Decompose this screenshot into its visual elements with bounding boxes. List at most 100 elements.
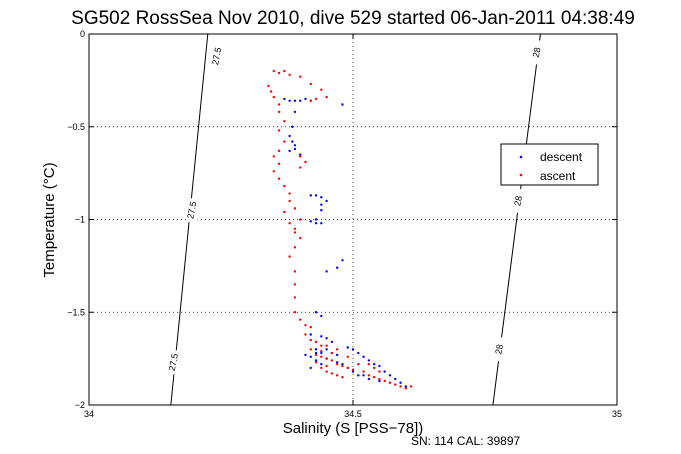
ascent-point (277, 162, 281, 166)
ascent-point (288, 222, 291, 225)
descent-point (351, 370, 355, 373)
chart-title: SG502 RossSea Nov 2010, dive 529 started… (71, 8, 635, 29)
ascent-point (367, 374, 371, 377)
descent-point (314, 348, 318, 351)
descent-point (399, 381, 402, 384)
ascent-point (288, 192, 291, 195)
descent-point (335, 353, 339, 357)
ascent-point (288, 73, 291, 77)
ascent-point (314, 340, 318, 344)
ascent-point (277, 149, 281, 153)
ascent-point (293, 283, 297, 286)
ascent-point (283, 69, 286, 73)
ascent-point (325, 344, 328, 347)
contour-label: 27.5 (210, 47, 223, 66)
ascent-point (325, 95, 328, 99)
descent-point (304, 353, 307, 357)
ascent-point (299, 236, 302, 240)
descent-point (320, 351, 323, 355)
ascent-point (272, 155, 275, 158)
descent-point (299, 99, 302, 102)
ascent-point (394, 383, 397, 386)
ascent-point (277, 110, 281, 114)
ascent-point (346, 355, 349, 358)
legend-marker-descent (519, 155, 523, 159)
x-tick-label: 34.5 (344, 409, 362, 419)
descent-point (388, 374, 392, 377)
descent-point (309, 220, 312, 223)
descent-point (325, 337, 328, 340)
descent-point (304, 97, 307, 101)
ascent-point (346, 366, 349, 370)
ascent-point (299, 155, 302, 158)
descent-point (367, 359, 371, 362)
ascent-point (283, 119, 286, 123)
ascent-point (299, 75, 302, 78)
descent-point (291, 125, 294, 128)
descent-point (341, 103, 344, 106)
y-tick-label: −1.5 (67, 307, 85, 317)
descent-point (320, 203, 323, 206)
ascent-point (372, 375, 376, 379)
ascent-point (314, 97, 318, 101)
ascent-point (269, 90, 273, 93)
x-axis-label: Salinity (S [PSS−78]) (283, 420, 423, 437)
descent-point (309, 366, 312, 370)
ascent-point (341, 375, 344, 379)
legend-box (500, 143, 599, 186)
descent-point (372, 362, 376, 366)
ascent-point (293, 227, 297, 230)
ascent-point (309, 348, 312, 351)
y-tick-label: −0.5 (67, 122, 85, 132)
ascent-point (372, 366, 376, 370)
contour-label-gap (494, 337, 505, 362)
ascent-point (267, 84, 270, 88)
ascent-point (335, 374, 339, 377)
ascent-point (299, 318, 302, 321)
descent-point (314, 311, 318, 314)
contour-label-gap (532, 40, 543, 65)
ascent-point (314, 353, 318, 357)
ascent-point (357, 362, 360, 366)
descent-point (293, 99, 297, 102)
ascent-point (272, 95, 275, 99)
descent-point (314, 222, 318, 225)
descent-point (404, 385, 407, 388)
contour-label: 28 (512, 195, 524, 207)
descent-point (314, 351, 318, 355)
legend: descent ascent (500, 143, 599, 186)
contour-label-gap (169, 350, 180, 375)
ascent-point (362, 370, 365, 373)
ascent-point (325, 370, 328, 373)
ascent-point (335, 362, 339, 366)
ascent-point (304, 324, 307, 327)
ascent-point (330, 359, 334, 362)
contour-label: 28 (531, 47, 543, 59)
descent-point (341, 259, 344, 262)
ascent-point (277, 71, 281, 75)
ascent-point (378, 377, 381, 381)
ascent-point (335, 348, 339, 351)
descent-point (330, 340, 334, 344)
descent-point (291, 140, 294, 143)
contour-label: 27.5 (185, 201, 198, 220)
descent-point (320, 314, 323, 318)
y-tick-label: −1 (75, 215, 85, 225)
sensor-caption: SN: 114 CAL: 39897 (411, 434, 521, 448)
ascent-point (330, 351, 334, 355)
ascent-point (299, 166, 302, 169)
density-contours: 27.5 27.5 27.5 28 28 28 (167, 33, 543, 406)
ascent-point (272, 69, 275, 73)
descent-point (325, 270, 328, 273)
descent-point (320, 196, 323, 199)
descent-point (293, 110, 297, 114)
descent-point (288, 149, 291, 153)
ascent-point (320, 355, 323, 358)
ascent-point (304, 333, 307, 336)
ascent-point (283, 140, 286, 143)
contour-label: 28 (493, 343, 505, 355)
ascent-point (293, 207, 297, 210)
descent-point (314, 194, 318, 197)
descent-point (314, 359, 318, 362)
